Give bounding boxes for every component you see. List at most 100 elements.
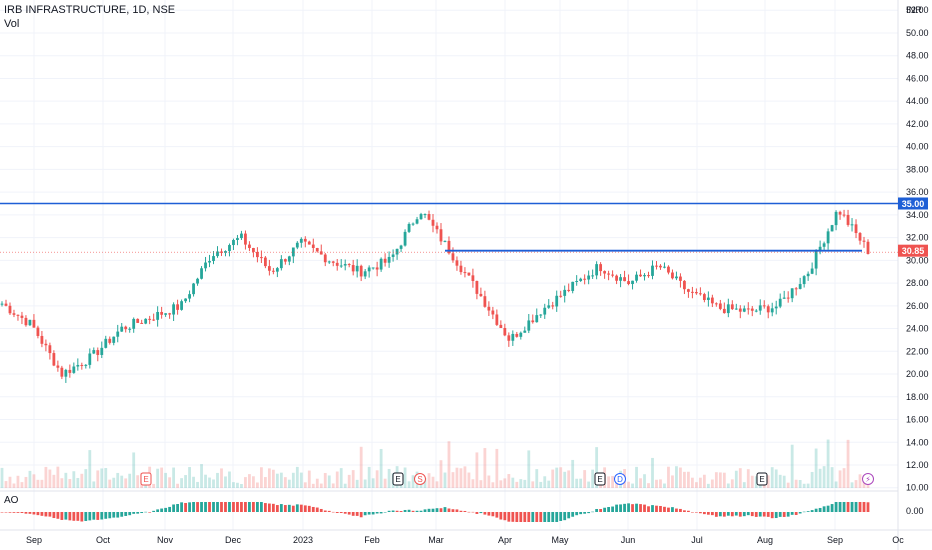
volume-bar bbox=[180, 478, 183, 488]
candle-body bbox=[599, 264, 603, 272]
resistance-label: 35.00 bbox=[902, 199, 925, 209]
ao-bar bbox=[607, 507, 610, 512]
ao-bar bbox=[790, 512, 794, 515]
volume-bar bbox=[116, 472, 120, 488]
x-tick-label: Sep bbox=[827, 535, 843, 545]
ao-bar bbox=[152, 510, 156, 512]
ao-bar bbox=[196, 502, 199, 512]
candle-body bbox=[60, 367, 64, 377]
volume-bar bbox=[459, 468, 463, 488]
ao-bar bbox=[571, 512, 575, 517]
event-marker bbox=[414, 473, 426, 485]
candle-body bbox=[559, 295, 563, 297]
candle-body bbox=[675, 276, 678, 279]
volume-bar bbox=[822, 466, 826, 488]
volume-bar bbox=[291, 472, 295, 488]
volume-bar bbox=[639, 478, 642, 488]
ao-bar bbox=[8, 512, 12, 513]
volume-bar bbox=[706, 483, 710, 488]
ao-bar bbox=[567, 512, 571, 519]
candle-body bbox=[108, 338, 112, 343]
candle-body bbox=[100, 347, 104, 355]
candle-body bbox=[643, 275, 646, 277]
candle-body bbox=[407, 223, 411, 232]
ao-bar bbox=[623, 503, 626, 512]
y-tick-label: 46.00 bbox=[906, 73, 929, 83]
candle-body bbox=[790, 288, 794, 299]
candle-body bbox=[615, 275, 618, 281]
ao-bar bbox=[104, 512, 108, 519]
candle-body bbox=[303, 238, 307, 242]
candle-body bbox=[252, 247, 255, 252]
volume-bar bbox=[479, 480, 483, 488]
volume-bar bbox=[343, 483, 347, 488]
event-marker-label: E bbox=[143, 475, 148, 484]
ao-bar bbox=[443, 507, 447, 512]
ao-bar bbox=[391, 510, 395, 512]
candle-body bbox=[120, 326, 124, 332]
ao-bar bbox=[271, 503, 275, 512]
volume-bar bbox=[315, 478, 319, 488]
candle-body bbox=[347, 264, 351, 266]
ao-bar bbox=[0, 512, 4, 513]
candle-body bbox=[738, 308, 742, 312]
volume-bar bbox=[52, 474, 56, 488]
candle-body bbox=[236, 238, 239, 241]
volume-bar bbox=[830, 467, 834, 488]
candle-body bbox=[32, 319, 36, 328]
ao-bar bbox=[275, 505, 279, 512]
candle-body bbox=[523, 330, 527, 333]
ao-bar bbox=[479, 512, 483, 514]
horizontal-levels[interactable]: 35.00 30.85 bbox=[0, 197, 928, 257]
volume-bar bbox=[224, 476, 227, 488]
ao-bar bbox=[252, 502, 255, 512]
candle-body bbox=[511, 333, 515, 341]
ao-bar bbox=[830, 504, 834, 512]
volume-bar bbox=[355, 479, 359, 488]
ao-bar bbox=[507, 512, 511, 522]
ao-bar bbox=[475, 512, 479, 514]
ao-bar bbox=[483, 512, 487, 515]
price-axis[interactable]: INR 10.00 12.00 14.00 16.00 18.00 20.00 22.00 24… bbox=[906, 5, 929, 516]
candle-body bbox=[220, 251, 223, 253]
candle-body bbox=[435, 225, 439, 230]
ao-bar bbox=[611, 506, 614, 512]
y-tick-label: 24.00 bbox=[906, 324, 929, 334]
candle-body bbox=[116, 331, 120, 337]
candle-body bbox=[710, 297, 714, 304]
volume-bar bbox=[535, 469, 539, 488]
ao-bar bbox=[20, 512, 24, 514]
y-tick-label: 44.00 bbox=[906, 96, 929, 106]
volume-bar bbox=[24, 476, 28, 488]
candle-body bbox=[794, 288, 798, 290]
ao-bar bbox=[40, 512, 44, 516]
volume-bar bbox=[76, 477, 80, 488]
awesome-oscillator bbox=[0, 502, 870, 522]
candle-body bbox=[395, 248, 399, 255]
volume-bar bbox=[451, 472, 455, 488]
volume-bar bbox=[283, 477, 287, 488]
volume-bar bbox=[411, 475, 415, 488]
ao-bar bbox=[244, 502, 247, 512]
ao-bar bbox=[339, 512, 343, 514]
ao-bar bbox=[455, 509, 459, 512]
ao-tick-label: 0.00 bbox=[906, 506, 924, 516]
candle-body bbox=[447, 240, 451, 254]
volume-bar bbox=[846, 439, 850, 488]
candle-body bbox=[459, 265, 463, 273]
y-tick-label: 50.00 bbox=[906, 28, 929, 38]
volume-bar bbox=[483, 448, 487, 488]
ao-bar bbox=[858, 502, 862, 512]
candle-body bbox=[355, 265, 359, 272]
candle-body bbox=[363, 271, 367, 277]
candle-body bbox=[762, 305, 766, 307]
ao-bar bbox=[547, 512, 551, 522]
x-tick-label: Sep bbox=[26, 535, 42, 545]
ao-bar bbox=[655, 505, 658, 512]
candle-body bbox=[8, 305, 12, 314]
time-axis[interactable]: Sep Oct Nov Dec 2023 Feb Mar Apr May Jun Jul Aug Sep… bbox=[26, 535, 904, 545]
ao-bar bbox=[116, 512, 120, 518]
volume-bar bbox=[20, 482, 24, 488]
volume-bar bbox=[351, 470, 355, 488]
